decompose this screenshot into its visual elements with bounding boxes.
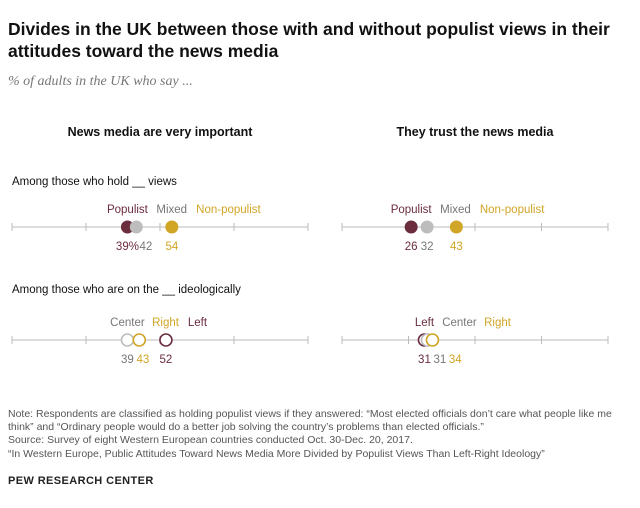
label-center: Center: [442, 317, 477, 329]
label-mixed: Mixed: [156, 204, 187, 216]
label-right: Right: [152, 317, 180, 329]
dot-mixed: [129, 220, 143, 234]
label-left: Left: [188, 317, 208, 329]
chart-subtitle: % of adults in the UK who say ...: [8, 74, 193, 89]
value-mixed: 42: [140, 241, 153, 253]
value-non-populist: 54: [165, 241, 178, 253]
value-right: 43: [136, 354, 149, 366]
dot-populist: [404, 220, 418, 234]
chart-notes: Note: Respondents are classified as hold…: [8, 408, 633, 461]
dot-right: [132, 333, 147, 347]
label-left: Left: [415, 317, 435, 329]
note-text: Note: Respondents are classified as hold…: [8, 408, 612, 434]
panel-title-importance: News media are very important: [67, 125, 253, 139]
label-non-populist: Non-populist: [196, 204, 261, 216]
label-populist: Populist: [391, 204, 433, 216]
dot-right: [425, 333, 440, 347]
section-label-ideology: Among those who are on the __ ideologica…: [12, 284, 241, 296]
organization-name: PEW RESEARCH CENTER: [8, 475, 154, 487]
label-right: Right: [484, 317, 512, 329]
section-label-populist: Among those who hold __ views: [12, 176, 177, 188]
source-text: Source: Survey of eight Western European…: [8, 434, 413, 447]
label-populist: Populist: [107, 204, 149, 216]
value-populist: 39%: [116, 241, 139, 253]
dot-non-populist: [449, 220, 463, 234]
value-center: 31: [433, 354, 446, 366]
value-populist: 26: [405, 241, 418, 253]
dot-non-populist: [165, 220, 179, 234]
value-right: 34: [449, 354, 462, 366]
chart-title: Divides in the UK between those with and…: [8, 19, 610, 61]
value-left: 31: [418, 354, 431, 366]
dot-center: [120, 333, 135, 347]
value-mixed: 32: [421, 241, 434, 253]
label-non-populist: Non-populist: [480, 204, 545, 216]
dot-mixed: [420, 220, 434, 234]
report-title-text: “In Western Europe, Public Attitudes Tow…: [8, 447, 545, 460]
dot-plot-chart: Populist Mixed Non-populist 39% 42 54 Populist…: [11, 204, 609, 366]
dot-left: [159, 333, 173, 347]
label-center: Center: [110, 317, 145, 329]
value-non-populist: 43: [450, 241, 463, 253]
value-left: 52: [160, 354, 173, 366]
value-center: 39: [121, 354, 134, 366]
label-mixed: Mixed: [440, 204, 471, 216]
panel-title-trust: They trust the news media: [396, 125, 554, 139]
